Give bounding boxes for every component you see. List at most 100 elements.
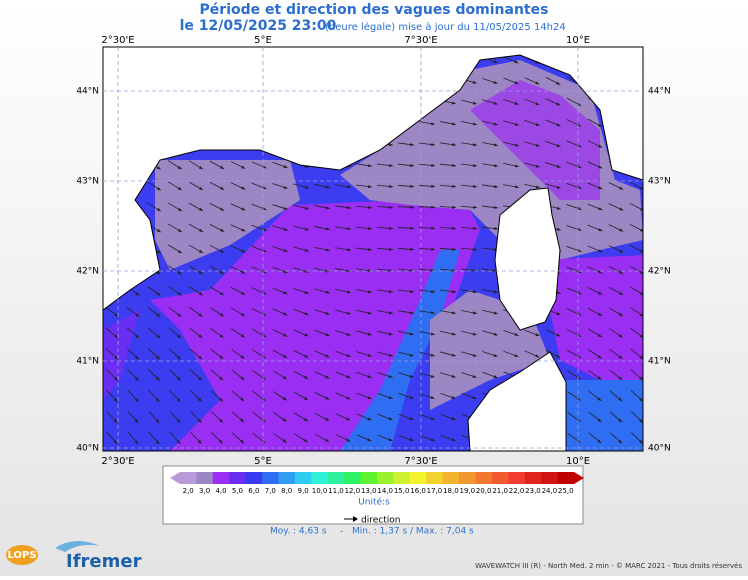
arrow-head (639, 291, 643, 296)
arrow-head (114, 355, 118, 360)
zone-violet (103, 310, 140, 400)
arrow-head (473, 247, 477, 251)
arrow-head (367, 417, 372, 421)
arrow-head (262, 228, 267, 231)
arrow-head (639, 355, 643, 359)
arrow-head (367, 353, 372, 357)
colorbar: 2,0 3,0 4,0 5,0 6,0 7,0 8,0 9,0 10,0 11,0 12,0 13,0… (170, 472, 584, 495)
arrow-head (219, 376, 224, 381)
arrow-head (556, 81, 561, 85)
arrow-head (619, 186, 624, 190)
map-frame (102, 46, 644, 452)
arrow-head (325, 333, 330, 336)
arrow-head (304, 354, 309, 358)
arrow-head (514, 143, 519, 147)
arrow-head (198, 165, 203, 170)
arrow-head (283, 333, 288, 337)
arrow-head (494, 226, 498, 231)
colorbar-cell (393, 472, 411, 484)
arrow-head (639, 313, 643, 317)
colorbar-label: 8,0 (281, 487, 292, 495)
arrow-head (598, 270, 603, 274)
arrow-head (493, 311, 498, 315)
arrow-head (493, 101, 498, 105)
colorbar-label: 17,0 (427, 487, 443, 495)
arrow-head (451, 395, 456, 399)
lat-label: 44°N (648, 87, 671, 97)
arrow-head (409, 311, 414, 315)
arrow-head (156, 207, 161, 212)
arrow-head (240, 439, 245, 444)
arrow-head (241, 228, 246, 232)
colorbar-label: 23,0 (525, 487, 541, 495)
arrow-head (304, 206, 309, 210)
arrow-head (472, 311, 477, 315)
arrow-head (325, 227, 330, 231)
lon-label: 10°E (566, 456, 590, 467)
arrow-head (451, 353, 456, 357)
arrow-head (325, 206, 330, 210)
arrow-head (535, 185, 540, 189)
arrow-head (135, 292, 140, 296)
arrow-head (556, 206, 561, 210)
arrow-head (367, 311, 372, 315)
arrow-head (220, 249, 225, 253)
arrow-head (156, 166, 161, 170)
arrow-head (451, 374, 456, 378)
colorbar-cell (196, 472, 214, 484)
arrow-head (597, 439, 602, 444)
colorbar-end (574, 472, 584, 484)
lat-label: 41°N (648, 357, 671, 367)
arrow-head (241, 291, 246, 295)
colorbar-cell (360, 472, 378, 484)
arrow-head (452, 290, 456, 294)
arrow-head (619, 270, 624, 274)
arrow-head (283, 248, 288, 252)
arrow-head (368, 247, 372, 252)
arrow-head (514, 81, 519, 85)
arrow-head (177, 228, 182, 233)
lops-logo (6, 545, 38, 565)
arrow-head (388, 395, 393, 399)
arrow-head (535, 102, 540, 106)
arrow-head (325, 396, 330, 400)
lon-label: 7°30'E (404, 456, 437, 467)
arrow-head (410, 143, 414, 147)
lat-label: 40°N (648, 444, 671, 454)
arrow-label: direction (361, 516, 400, 526)
arrow-head (389, 247, 393, 251)
arrow-head (347, 248, 351, 252)
arrow-head (325, 290, 330, 294)
arrow-head (156, 334, 161, 339)
arrow-head (493, 122, 498, 126)
arrow-head (304, 290, 309, 294)
arrow-head (220, 270, 225, 274)
arrow-head (198, 270, 203, 275)
arrow-head (198, 313, 203, 317)
arrow-head (556, 312, 561, 316)
arrow-head (219, 418, 223, 423)
lat-label: 40°N (76, 444, 99, 454)
arrow-head (410, 226, 414, 230)
arrow-head (577, 248, 582, 252)
arrow-head (451, 101, 456, 105)
footer: WAVEWATCH III (R) - North Med. 2 min - ©… (475, 562, 742, 570)
arrow-head (514, 185, 519, 189)
arrow-head (197, 397, 202, 402)
arrow-head (598, 228, 603, 232)
arrow-head (198, 376, 202, 381)
arrow-head (409, 395, 414, 399)
arrow-head (618, 334, 623, 338)
stat: Moy. : 4,63 s (270, 527, 327, 537)
arrow-head (177, 355, 181, 360)
colorbar-label: 9,0 (298, 487, 309, 495)
colorbar-label: 4,0 (215, 487, 226, 495)
zone-purple (540, 255, 643, 380)
arrow-head (325, 354, 330, 358)
colorbar-cell (491, 472, 509, 484)
arrow-head (577, 185, 582, 189)
arrow-head (240, 355, 245, 359)
arrow-head (177, 292, 182, 296)
arrow-head (452, 163, 456, 167)
arrow-head (346, 332, 351, 336)
